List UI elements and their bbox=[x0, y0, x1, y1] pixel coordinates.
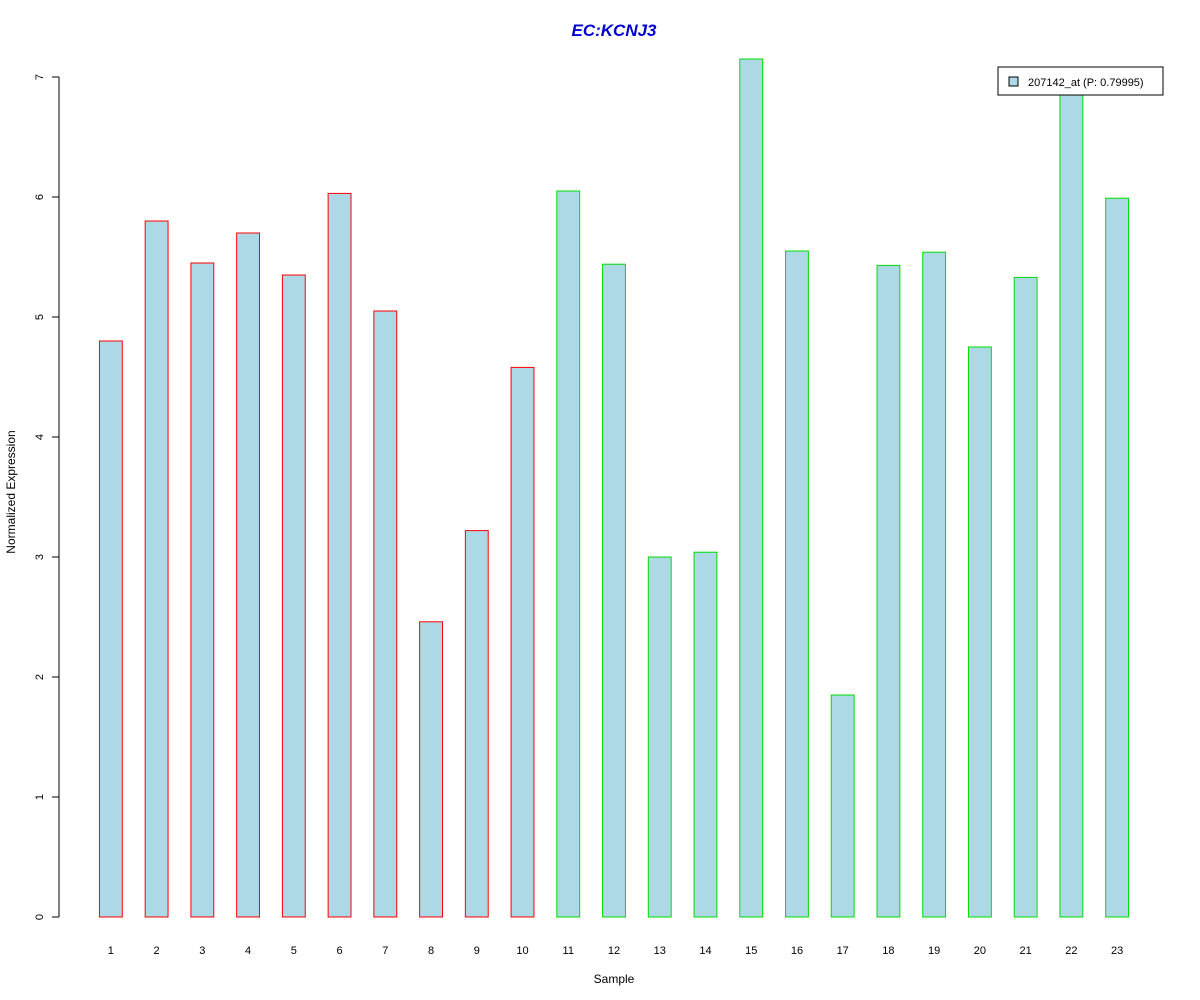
bar-sample-14 bbox=[693, 551, 718, 918]
x-tick-label: 18 bbox=[882, 945, 894, 957]
legend-box bbox=[997, 66, 1164, 96]
x-tick-label: 20 bbox=[974, 945, 986, 957]
legend: 207142_at (P: 0.79995) bbox=[997, 66, 1164, 96]
x-tick-label: 14 bbox=[699, 945, 711, 957]
bar-sample-6 bbox=[327, 192, 352, 918]
y-tick-label: 3 bbox=[34, 554, 46, 560]
bar-sample-20 bbox=[967, 346, 992, 918]
y-tick-label: 5 bbox=[34, 314, 46, 320]
x-tick-label: 6 bbox=[337, 945, 343, 957]
y-tick-label: 2 bbox=[34, 674, 46, 680]
bar-sample-10 bbox=[510, 366, 535, 918]
x-tick-label: 4 bbox=[245, 945, 251, 957]
bar-sample-3 bbox=[190, 262, 215, 918]
x-tick-label: 21 bbox=[1020, 945, 1032, 957]
x-tick-label: 23 bbox=[1111, 945, 1123, 957]
x-tick-label: 5 bbox=[291, 945, 297, 957]
x-tick-label: 15 bbox=[745, 945, 757, 957]
bar-sample-22 bbox=[1059, 94, 1084, 918]
x-tick-label: 13 bbox=[654, 945, 666, 957]
y-tick-label: 1 bbox=[34, 794, 46, 800]
bar-sample-11 bbox=[556, 190, 581, 918]
x-tick-label: 19 bbox=[928, 945, 940, 957]
bar-sample-9 bbox=[464, 530, 489, 918]
bar-sample-21 bbox=[1013, 276, 1038, 918]
bar-sample-16 bbox=[785, 250, 809, 918]
x-tick-label: 17 bbox=[837, 945, 849, 957]
legend-label: 207142_at (P: 0.79995) bbox=[1028, 77, 1144, 89]
x-tick-label: 2 bbox=[154, 945, 160, 957]
x-tick-label: 10 bbox=[516, 945, 528, 957]
x-tick-label: 1 bbox=[108, 945, 114, 957]
y-tick-label: 7 bbox=[34, 74, 46, 80]
y-tick-label: 0 bbox=[34, 914, 46, 920]
x-tick-label: 8 bbox=[428, 945, 434, 957]
bar-sample-23 bbox=[1105, 197, 1130, 918]
x-tick-label: 22 bbox=[1065, 945, 1077, 957]
x-tick-label: 11 bbox=[563, 945, 574, 957]
x-tick-label: 9 bbox=[474, 945, 480, 957]
bar-sample-17 bbox=[830, 694, 855, 918]
bar-sample-13 bbox=[647, 556, 672, 918]
bar-sample-5 bbox=[281, 274, 306, 918]
bar-sample-15 bbox=[739, 58, 764, 918]
bar-sample-12 bbox=[602, 263, 626, 918]
bar-sample-8 bbox=[419, 621, 443, 918]
bar-sample-7 bbox=[373, 310, 398, 918]
y-axis-title: Normalized Expression bbox=[4, 430, 18, 553]
legend-swatch bbox=[1008, 76, 1019, 87]
x-tick-label: 7 bbox=[382, 945, 388, 957]
bar-sample-19 bbox=[922, 251, 947, 918]
y-tick-label: 6 bbox=[34, 194, 46, 200]
bar-sample-2 bbox=[144, 220, 169, 918]
bar-sample-18 bbox=[876, 264, 901, 918]
x-tick-label: 12 bbox=[608, 945, 620, 957]
bar-sample-4 bbox=[236, 232, 261, 918]
bars bbox=[98, 58, 1130, 918]
y-tick-label: 4 bbox=[34, 434, 46, 440]
x-tick-label: 3 bbox=[199, 945, 205, 957]
bar-sample-1 bbox=[98, 340, 123, 918]
y-axis: 0 1 2 3 4 5 6 7 bbox=[34, 74, 60, 920]
chart-title: EC:KCNJ3 bbox=[571, 21, 657, 40]
x-tick-label: 16 bbox=[791, 945, 803, 957]
x-axis-title: Sample bbox=[594, 972, 635, 986]
x-tick-labels: 1 2 3 4 5 6 7 8 9 10 11 12 13 14 15 16 17 18 19 20 21 22 23 bbox=[108, 945, 1123, 957]
